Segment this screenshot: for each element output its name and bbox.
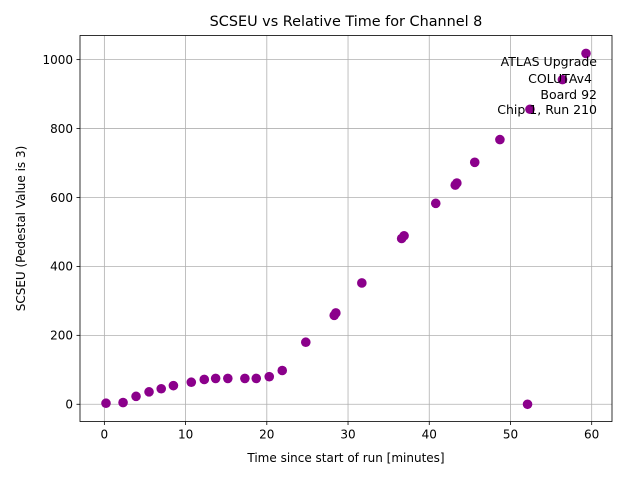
x-tick-label: 40: [422, 428, 437, 442]
data-point: [118, 397, 128, 408]
data-point: [452, 178, 462, 188]
x-tick-label: 20: [259, 428, 274, 442]
data-point: [557, 74, 568, 85]
data-point: [300, 337, 311, 348]
y-tick-label: 800: [50, 122, 73, 136]
data-point: [210, 373, 221, 384]
x-tick-label: 60: [584, 428, 599, 442]
data-point: [199, 374, 210, 385]
data-points: [101, 48, 591, 410]
data-point: [495, 134, 505, 145]
annotation-line-1: ATLAS Upgrade: [501, 54, 598, 69]
data-point: [430, 198, 441, 209]
data-point: [399, 230, 409, 241]
data-point: [101, 398, 111, 409]
data-point: [522, 399, 533, 410]
annotation-line-3: Board 92: [540, 87, 597, 102]
y-tick-label: 200: [50, 329, 73, 343]
data-point: [277, 365, 288, 376]
data-point: [240, 373, 250, 384]
data-point: [525, 104, 535, 115]
x-tick-label: 30: [340, 428, 355, 442]
data-point: [264, 371, 275, 382]
grid-lines: [80, 35, 612, 422]
y-tick-label: 1000: [42, 53, 73, 67]
data-point: [331, 308, 341, 318]
annotation-box: ATLAS Upgrade COLUTAv4 Board 92 Chip 1, …: [497, 54, 597, 117]
data-point: [168, 380, 179, 391]
x-axis-label: Time since start of run [minutes]: [246, 451, 444, 465]
data-point: [469, 157, 480, 168]
annotation-line-2: COLUTAv4: [528, 71, 592, 86]
y-tick-label: 600: [50, 191, 73, 205]
x-tick-label: 10: [178, 428, 193, 442]
data-point: [156, 383, 167, 394]
y-tick-label: 400: [50, 260, 73, 274]
x-tick-label: 0: [101, 428, 109, 442]
y-tick-label: 0: [65, 398, 73, 412]
data-point: [186, 377, 197, 388]
plot-frame: [79, 35, 613, 422]
y-axis-label: SCSEU (Pedestal Value is 3): [14, 146, 28, 312]
data-point: [251, 373, 262, 384]
data-point: [357, 278, 367, 288]
annotation-line-4: Chip 1, Run 210: [497, 102, 597, 117]
data-point: [144, 387, 154, 397]
data-point: [581, 48, 591, 59]
data-point: [223, 373, 233, 384]
x-tick-label: 50: [503, 428, 518, 442]
data-point: [131, 391, 141, 402]
chart-title: SCSEU vs Relative Time for Channel 8: [210, 14, 483, 30]
